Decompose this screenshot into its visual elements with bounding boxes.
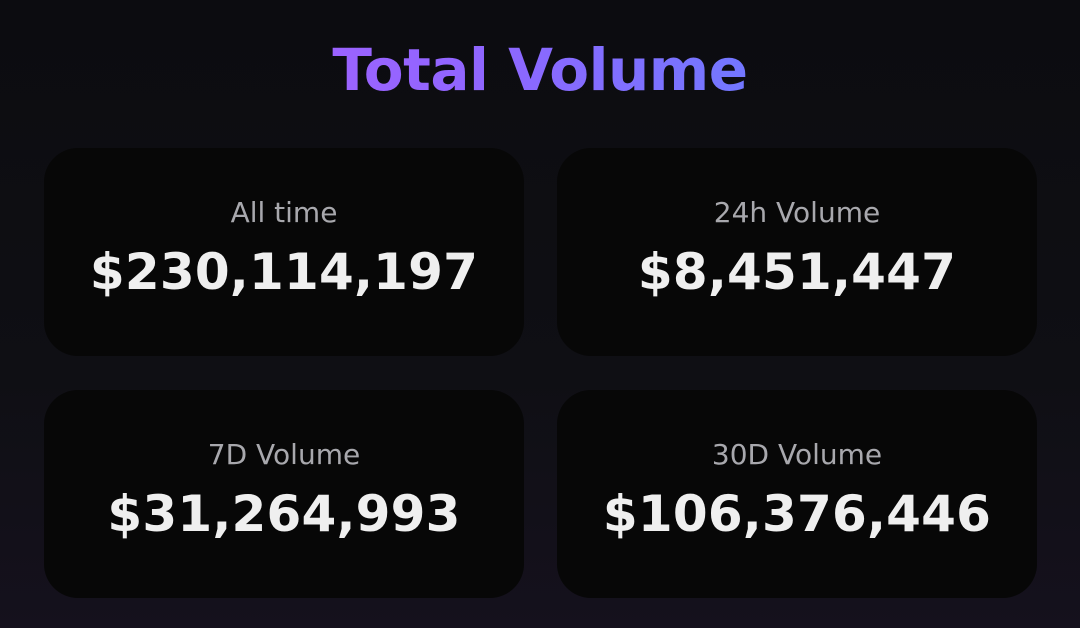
stat-value: $106,376,446 (602, 485, 992, 543)
stat-value: $31,264,993 (107, 485, 461, 543)
stat-value: $8,451,447 (637, 243, 957, 301)
stat-card-30d-volume: 30D Volume $106,376,446 (557, 390, 1037, 598)
stat-card-24h-volume: 24h Volume $8,451,447 (557, 148, 1037, 356)
stat-card-7d-volume: 7D Volume $31,264,993 (44, 390, 524, 598)
stat-label: 7D Volume (207, 438, 361, 471)
stat-value: $230,114,197 (89, 243, 479, 301)
stat-label: All time (230, 196, 338, 229)
stat-card-all-time: All time $230,114,197 (44, 148, 524, 356)
page-title: Total Volume (0, 32, 1080, 108)
stat-label: 24h Volume (713, 196, 881, 229)
stat-label: 30D Volume (711, 438, 883, 471)
